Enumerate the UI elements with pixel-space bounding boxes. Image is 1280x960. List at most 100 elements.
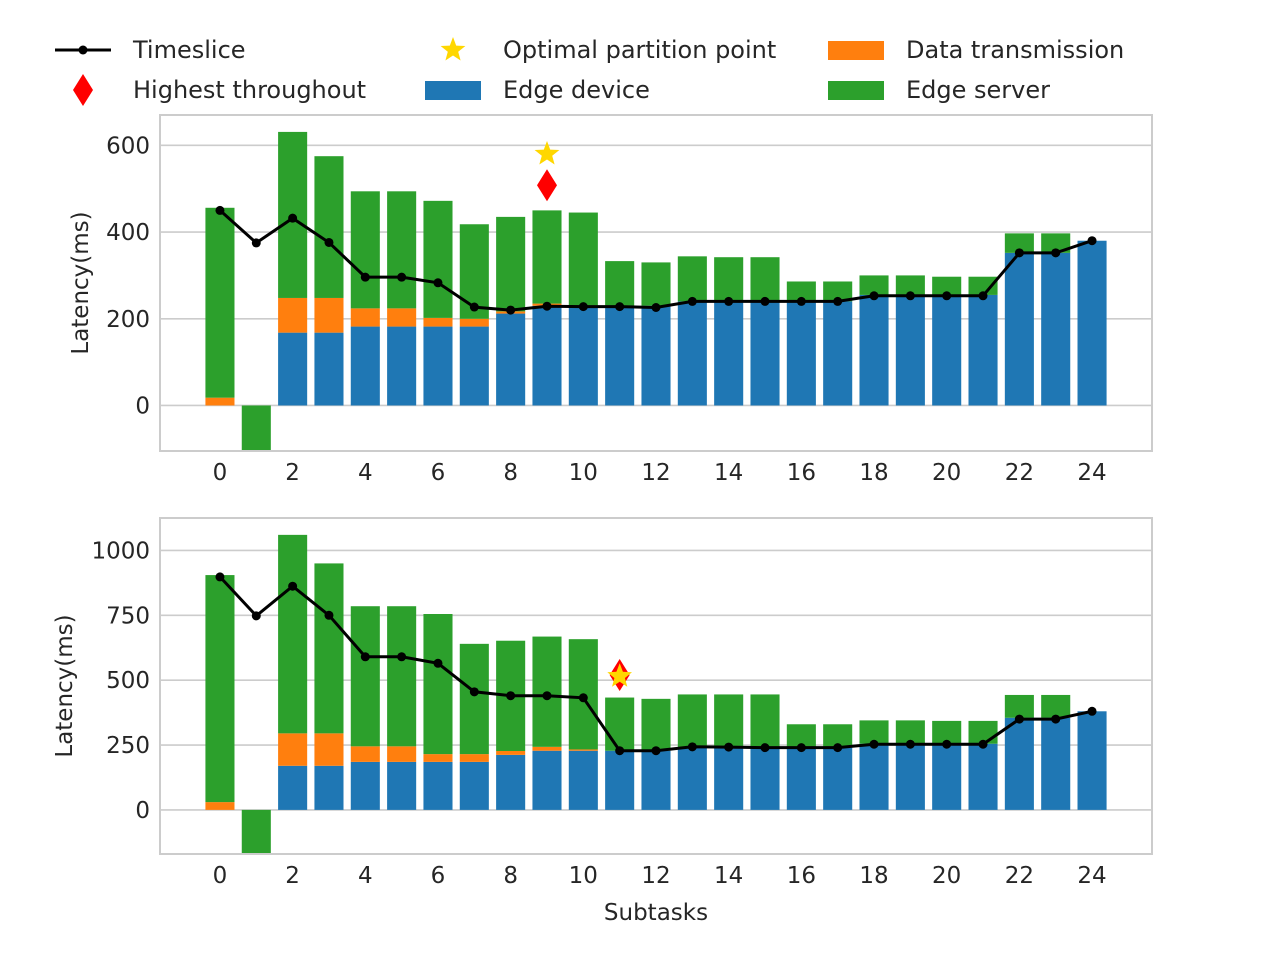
legend-label: Timeslice <box>132 36 246 64</box>
bar-edge-device <box>823 747 853 810</box>
y-tick-label: 200 <box>106 307 150 333</box>
bar-edge-server <box>714 257 744 302</box>
bar-edge-server <box>1004 233 1034 253</box>
bar-edge-device <box>677 747 707 810</box>
timeslice-point <box>724 296 734 306</box>
timeslice-point <box>687 296 697 306</box>
bar-edge-device <box>605 305 635 406</box>
legend-item-timeslice: Timeslice <box>55 36 246 64</box>
timeslice-point <box>760 296 770 306</box>
timeslice-point <box>288 213 298 223</box>
legend-label: Data transmission <box>906 36 1124 64</box>
bar-edge-device <box>423 761 453 810</box>
x-tick-label: 24 <box>1077 460 1106 486</box>
bar-edge-server <box>786 724 816 748</box>
y-tick-label: 250 <box>106 733 150 759</box>
x-tick-label: 24 <box>1077 863 1106 889</box>
bar-edge-device <box>714 301 744 406</box>
bar-edge-server <box>895 275 925 295</box>
timeslice-point <box>542 301 552 311</box>
highest-throughput-marker <box>536 169 557 202</box>
y-axis-label: Latency(ms) <box>68 211 94 354</box>
bar-data-transmission <box>496 750 526 755</box>
bar-edge-server <box>677 256 707 302</box>
timeslice-point <box>724 742 734 752</box>
bars <box>205 534 1107 854</box>
bar-edge-device <box>568 750 598 810</box>
x-tick-label: 12 <box>641 863 670 889</box>
x-tick-label: 0 <box>213 863 228 889</box>
x-tick-label: 4 <box>358 460 373 486</box>
legend-patch-swatch <box>828 81 884 100</box>
bar-edge-device <box>786 301 816 406</box>
bar-data-transmission <box>205 397 235 406</box>
axes-frame <box>159 114 1153 452</box>
bar-edge-device <box>278 332 308 406</box>
y-tick-label: 600 <box>106 133 150 159</box>
timeslice-point <box>469 687 479 697</box>
x-tick-label: 2 <box>285 460 300 486</box>
legend-item-highest: Highest throughout <box>73 74 366 106</box>
timeslice-point <box>651 302 661 312</box>
optimal-partition-marker <box>607 663 632 687</box>
bar-edge-server <box>859 275 889 295</box>
bar-edge-server <box>859 720 889 744</box>
timeslice-point <box>1014 714 1024 724</box>
y-tick-label: 500 <box>106 668 150 694</box>
bar-edge-server <box>1041 694 1071 718</box>
y-tick-label: 1000 <box>91 538 150 564</box>
timeslice-point <box>360 272 370 282</box>
bar-data-transmission <box>532 746 562 751</box>
timeslice-point <box>324 610 334 620</box>
bar-edge-server <box>387 606 417 747</box>
bar-edge-server <box>968 276 998 295</box>
timeslice-point <box>615 746 625 756</box>
bar-edge-server <box>205 207 235 398</box>
bar-edge-server <box>423 200 453 318</box>
bar-edge-server <box>314 156 344 298</box>
bar-data-transmission <box>568 749 598 751</box>
bar-edge-server <box>750 694 780 748</box>
timeslice-point <box>905 739 915 749</box>
bar-data-transmission <box>278 733 308 766</box>
x-tick-label: 8 <box>503 863 518 889</box>
bar-edge-server <box>350 606 380 747</box>
bar-edge-server <box>677 694 707 748</box>
x-tick-label: 18 <box>859 863 888 889</box>
y-tick-label: 0 <box>135 393 150 419</box>
x-tick-label: 20 <box>932 460 961 486</box>
bar-edge-server <box>496 216 526 312</box>
bar-edge-device <box>1004 252 1034 406</box>
bar-edge-device <box>1041 252 1071 406</box>
bar-data-transmission <box>278 297 308 333</box>
y-tick-label: 0 <box>135 798 150 824</box>
x-tick-label: 0 <box>213 460 228 486</box>
bar-data-transmission <box>314 297 344 333</box>
legend-item-optimal: Optimal partition point <box>440 36 776 64</box>
bar-edge-server <box>205 575 235 803</box>
legend-label: Highest throughout <box>133 76 366 104</box>
bar-edge-device <box>968 294 998 406</box>
timeslice-point <box>1087 706 1097 716</box>
bar-edge-device <box>750 301 780 406</box>
bar-edge-server <box>750 257 780 302</box>
timeslice-point <box>1051 248 1061 258</box>
timeslice-point <box>251 611 261 621</box>
bar-edge-device <box>968 743 998 810</box>
bar-edge-device <box>387 761 417 810</box>
timeslice-point <box>833 743 843 753</box>
bar-edge-device <box>314 332 344 406</box>
timeslice-point <box>796 296 806 306</box>
bar-edge-server <box>241 405 271 451</box>
bar-edge-device <box>932 743 962 810</box>
bar-edge-server <box>605 261 635 306</box>
x-tick-label: 22 <box>1005 460 1034 486</box>
bar-edge-server <box>932 720 962 744</box>
legend-label: Optimal partition point <box>503 36 776 64</box>
bar-edge-device <box>387 326 417 406</box>
legend-star-swatch <box>440 37 466 61</box>
x-tick-label: 16 <box>787 863 816 889</box>
timeslice-point <box>215 572 225 582</box>
